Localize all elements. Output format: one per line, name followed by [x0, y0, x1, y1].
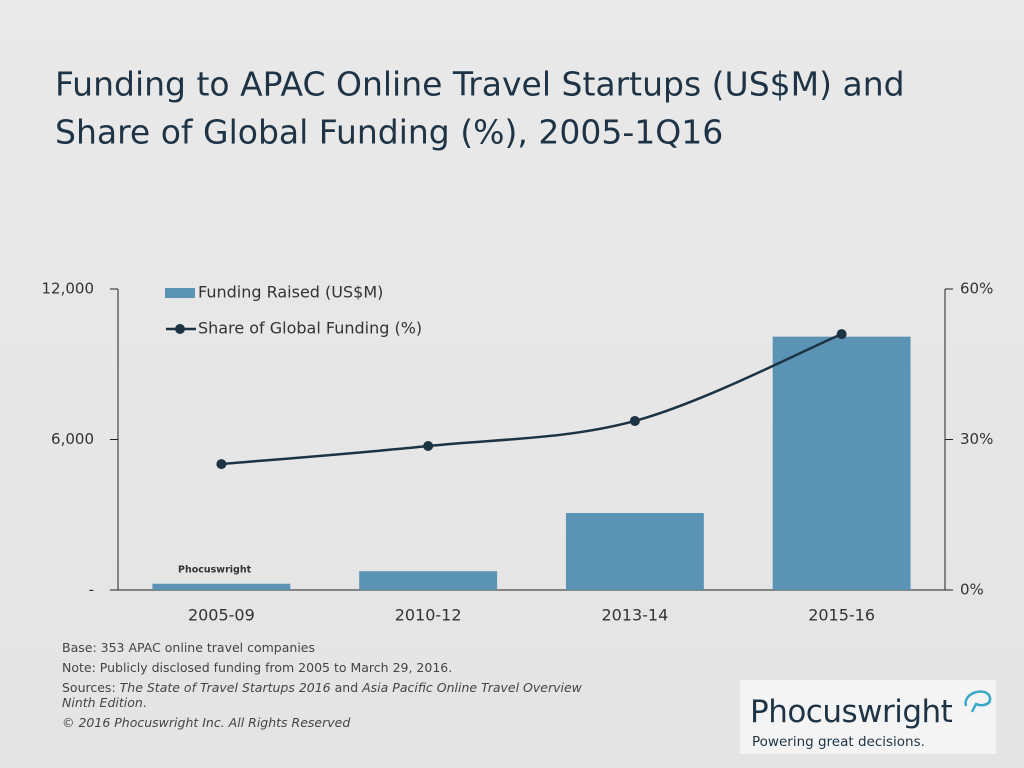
sources-end: . — [142, 695, 147, 710]
chart-title: Funding to APAC Online Travel Startups (… — [55, 65, 905, 104]
chart-title: Share of Global Funding (%), 2005-1Q16 — [55, 113, 723, 152]
source-title: Asia Pacific Online Travel Overview Nint… — [62, 680, 582, 710]
y2-tick-label: 0% — [960, 581, 984, 599]
y-tick-label: 6,000 — [51, 430, 94, 448]
base-note: Base: 353 APAC online travel companies — [62, 640, 316, 655]
chart: Funding to APAC Online Travel Startups (… — [42, 65, 994, 625]
bar — [772, 336, 911, 590]
y-tick-label: - — [89, 581, 94, 599]
legend-marker — [175, 324, 185, 334]
sources: Sources: The State of Travel Startups 20… — [62, 680, 607, 710]
y2-tick-label: 60% — [960, 280, 993, 298]
line — [221, 332, 843, 466]
x-tick-label: 2013-14 — [601, 606, 668, 625]
sources-label: Sources: — [62, 680, 120, 695]
y-tick-label: 12,000 — [42, 280, 95, 298]
x-tick-label: 2010-12 — [395, 606, 462, 625]
footnotes: Base: 353 APAC online travel companies N… — [62, 638, 607, 733]
legend-swatch — [165, 288, 195, 298]
logo-tagline: Powering great decisions. — [752, 734, 925, 750]
x-tick-label: 2015-16 — [808, 606, 875, 625]
legend-label: Funding Raised (US$M) — [198, 283, 383, 302]
line-point — [629, 415, 640, 426]
line-point — [836, 329, 847, 340]
logo-name: Phocuswright — [750, 694, 953, 730]
legend-label: Share of Global Funding (%) — [198, 319, 422, 338]
x-tick-label: 2005-09 — [188, 606, 255, 625]
source-title: The State of Travel Startups 2016 — [119, 680, 331, 695]
bar — [359, 571, 498, 590]
y2-tick-label: 30% — [960, 430, 993, 448]
copyright: © 2016 Phocuswright Inc. All Rights Rese… — [62, 715, 351, 730]
logo-icon — [964, 690, 992, 713]
line-point — [423, 441, 434, 452]
sources-join: and — [330, 680, 363, 695]
watermark: Phocuswright — [178, 565, 252, 576]
note: Note: Publicly disclosed funding from 20… — [62, 660, 453, 675]
line-point — [216, 459, 227, 470]
bar — [152, 583, 291, 590]
bar — [565, 512, 704, 590]
logo: Phocuswright Powering great decisions. — [740, 680, 996, 754]
